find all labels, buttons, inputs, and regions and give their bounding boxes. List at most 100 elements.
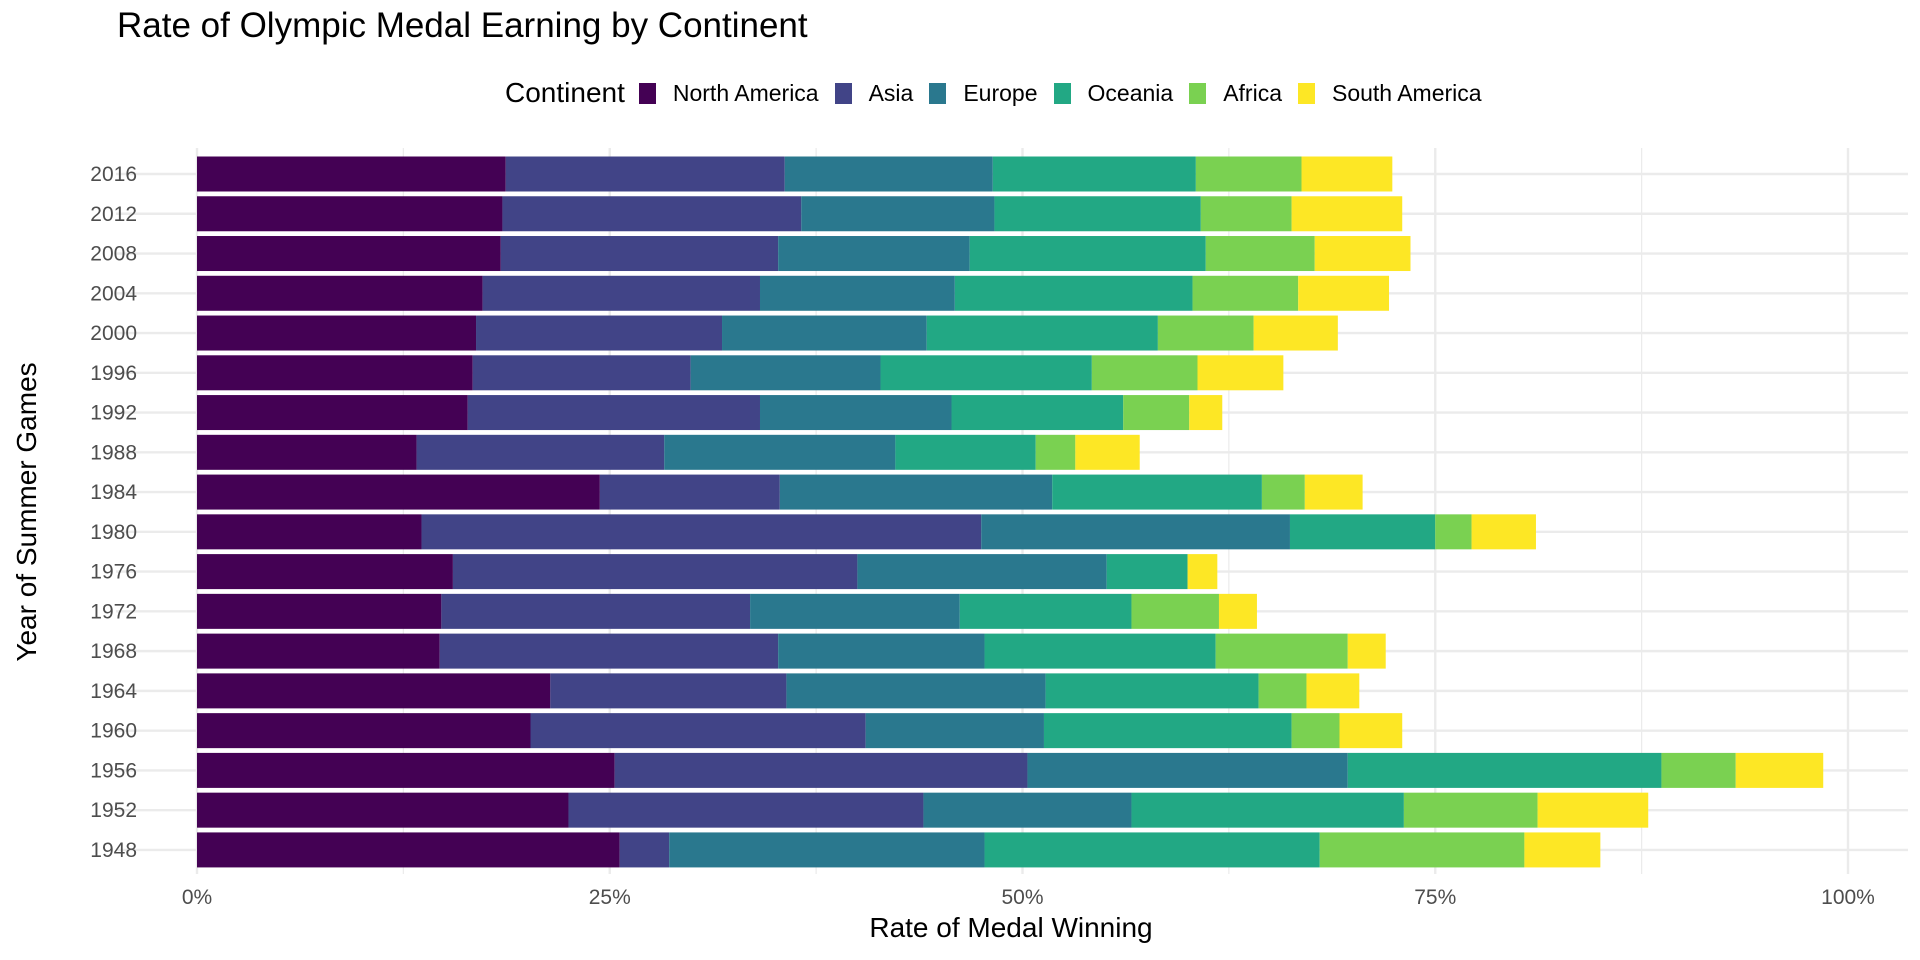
bar-group-1992: North America 1992: 16.4%Asia 1992: 17.7… bbox=[197, 395, 1223, 431]
bar-segment-south-america-2000: South America 2000: 5.1% bbox=[1253, 315, 1338, 351]
x-tick-label: 25% bbox=[589, 886, 631, 909]
legend-swatch bbox=[1189, 82, 1207, 104]
bar-segment-oceania-2008: Oceania 2008: 14.3% bbox=[969, 236, 1206, 272]
bar-segment-asia-1992: Asia 1992: 17.7% bbox=[467, 395, 760, 431]
bar-group-1980: North America 1980: 13.6%Asia 1980: 33.9… bbox=[197, 514, 1536, 550]
x-tick-label: 75% bbox=[1414, 886, 1456, 909]
bar-segment-africa-1952: Africa 1952: 8.1% bbox=[1403, 792, 1538, 828]
y-axis-title: Year of Summer Games bbox=[11, 362, 42, 661]
y-tick-label: 1956 bbox=[90, 759, 137, 782]
bar-segment-north-america-2000: North America 2000: 16.9% bbox=[197, 315, 477, 351]
bars: North America 2016: 18.7%Asia 2016: 16.9… bbox=[197, 156, 1824, 868]
bar-segment-africa-1980: Africa 1980: 2.2% bbox=[1435, 514, 1472, 550]
y-tick-label: 1964 bbox=[90, 680, 137, 703]
bar-segment-asia-2008: Asia 2008: 16.8% bbox=[500, 236, 779, 272]
bar-segment-asia-1948: Asia 1948: 3.0% bbox=[619, 832, 670, 868]
bar-segment-africa-1992: Africa 1992: 4.0% bbox=[1123, 395, 1190, 431]
x-axis-ticks: 0% 25% 50% 75% 100% bbox=[182, 886, 1875, 909]
bar-segment-asia-1952: Asia 1952: 21.5% bbox=[568, 792, 924, 828]
bar-segment-europe-2012: Europe 2012: 11.7% bbox=[801, 196, 995, 232]
bar-segment-asia-1984: Asia 1984: 10.9% bbox=[599, 474, 780, 510]
bar-segment-asia-2012: Asia 2012: 18.1% bbox=[502, 196, 802, 232]
legend-swatch bbox=[1053, 82, 1071, 104]
bar-segment-asia-1996: Asia 1996: 13.2% bbox=[472, 355, 691, 391]
bar-segment-europe-1984: Europe 1984: 16.5% bbox=[779, 474, 1053, 510]
x-tick-label: 100% bbox=[1821, 886, 1875, 909]
legend-items: North America Asia Europe Oceania Africa Sout… bbox=[638, 79, 1498, 107]
bar-segment-north-america-1972: North America 1972: 14.8% bbox=[197, 593, 442, 629]
legend-swatch bbox=[929, 82, 947, 104]
bar-group-1984: North America 1984: 24.4%Asia 1984: 10.9… bbox=[197, 474, 1363, 510]
x-tick-label: 50% bbox=[1001, 886, 1043, 909]
bar-segment-africa-2012: Africa 2012: 5.5% bbox=[1200, 196, 1292, 232]
bar-segment-europe-1968: Europe 1968: 12.5% bbox=[778, 633, 985, 669]
bar-segment-europe-1996: Europe 1996: 11.5% bbox=[690, 355, 881, 391]
bar-group-1996: North America 1996: 16.7%Asia 1996: 13.2… bbox=[197, 355, 1284, 391]
bar-segment-asia-1964: Asia 1964: 14.3% bbox=[550, 673, 787, 709]
y-tick-label: 2016 bbox=[90, 163, 137, 186]
bar-group-2004: North America 2004: 17.3%Asia 2004: 16.8… bbox=[197, 275, 1390, 311]
bar-group-1952: North America 1952: 22.5%Asia 1952: 21.5… bbox=[197, 792, 1649, 828]
legend-swatch bbox=[1297, 82, 1315, 104]
bar-segment-africa-1996: Africa 1996: 6.4% bbox=[1091, 355, 1198, 391]
bar-segment-europe-1976: Europe 1976: 15.1% bbox=[857, 554, 1107, 590]
bar-segment-oceania-1956: Oceania 1956: 19.0% bbox=[1347, 752, 1662, 788]
bar-segment-north-america-2016: North America 2016: 18.7% bbox=[197, 156, 506, 192]
legend-item-africa: Africa bbox=[1189, 80, 1282, 107]
y-tick-label: 1960 bbox=[90, 720, 137, 743]
bar-group-2008: North America 2008: 18.4%Asia 2008: 16.8… bbox=[197, 236, 1411, 272]
legend-swatch bbox=[834, 82, 852, 104]
x-axis-title: Rate of Medal Winning bbox=[869, 912, 1152, 943]
bar-segment-europe-2004: Europe 2004: 11.8% bbox=[759, 275, 955, 311]
bar-segment-north-america-1968: North America 1968: 14.7% bbox=[197, 633, 440, 669]
bar-segment-asia-2000: Asia 2000: 14.9% bbox=[476, 315, 723, 351]
legend-label: South America bbox=[1331, 79, 1482, 106]
y-tick-label: 1996 bbox=[90, 362, 137, 385]
y-tick-label: 1980 bbox=[90, 521, 137, 544]
bar-segment-north-america-1984: North America 1984: 24.4% bbox=[197, 474, 600, 510]
bar-segment-asia-1956: Asia 1956: 25.0% bbox=[614, 752, 1028, 788]
bar-segment-europe-2008: Europe 2008: 11.6% bbox=[778, 236, 970, 272]
legend-item-asia: Asia bbox=[834, 80, 913, 107]
legend: Continent North America Asia Europe Oceania… bbox=[505, 76, 1498, 110]
bar-segment-oceania-1992: Oceania 1992: 10.4% bbox=[951, 395, 1124, 431]
bar-segment-south-america-1980: South America 1980: 3.9% bbox=[1471, 514, 1536, 550]
bar-segment-south-america-1964: South America 1964: 3.2% bbox=[1306, 673, 1360, 709]
bar-segment-africa-2000: Africa 2000: 5.8% bbox=[1157, 315, 1254, 351]
y-tick-label: 2000 bbox=[90, 322, 137, 345]
legend-swatch bbox=[638, 82, 656, 104]
bar-segment-south-america-1960: South America 1960: 3.8% bbox=[1339, 713, 1403, 749]
y-tick-label: 1988 bbox=[90, 441, 137, 464]
bar-segment-europe-1992: Europe 1992: 11.6% bbox=[759, 395, 952, 431]
bar-group-1972: North America 1972: 14.8%Asia 1972: 18.7… bbox=[197, 593, 1257, 629]
y-tick-label: 2008 bbox=[90, 243, 137, 266]
bar-segment-europe-1964: Europe 1964: 15.7% bbox=[786, 673, 1046, 709]
bar-segment-south-america-2004: South America 2004: 5.5% bbox=[1298, 275, 1390, 311]
bar-segment-oceania-2004: Oceania 2004: 14.4% bbox=[954, 275, 1193, 311]
bar-segment-africa-1964: Africa 1964: 2.9% bbox=[1258, 673, 1307, 709]
bar-segment-south-america-1988: South America 1988: 3.9% bbox=[1075, 434, 1140, 470]
legend-label: Africa bbox=[1223, 79, 1282, 106]
bar-segment-europe-1956: Europe 1956: 19.4% bbox=[1027, 752, 1348, 788]
bar-segment-oceania-1984: Oceania 1984: 12.7% bbox=[1052, 474, 1262, 510]
bar-segment-europe-1980: Europe 1980: 18.7% bbox=[981, 514, 1290, 550]
bar-segment-oceania-1964: Oceania 1964: 12.9% bbox=[1045, 673, 1259, 709]
bar-segment-asia-1968: Asia 1968: 20.5% bbox=[439, 633, 779, 669]
bar-segment-south-america-1976: South America 1976: 1.8% bbox=[1187, 554, 1218, 590]
bar-segment-africa-1948: Africa 1948: 12.4% bbox=[1319, 832, 1525, 868]
bar-segment-south-america-2008: South America 2008: 5.8% bbox=[1314, 236, 1411, 272]
bar-segment-north-america-1948: North America 1948: 25.6% bbox=[197, 832, 620, 868]
bar-segment-europe-2000: Europe 2000: 12.4% bbox=[722, 315, 927, 351]
bar-group-1988: North America 1988: 13.3%Asia 1988: 15.0… bbox=[197, 434, 1140, 470]
y-tick-label: 1952 bbox=[90, 799, 137, 822]
legend-label: Oceania bbox=[1087, 79, 1174, 106]
bar-segment-africa-1988: Africa 1988: 2.4% bbox=[1035, 434, 1076, 470]
bar-segment-north-america-2012: North America 2012: 18.5% bbox=[197, 196, 503, 232]
legend-item-north-america: North America bbox=[638, 80, 819, 107]
bar-segment-europe-1948: Europe 1948: 19.1% bbox=[669, 832, 985, 868]
bar-segment-asia-2004: Asia 2004: 16.8% bbox=[482, 275, 760, 311]
bar-segment-oceania-1976: Oceania 1976: 4.9% bbox=[1106, 554, 1188, 590]
y-tick-label: 1968 bbox=[90, 640, 137, 663]
bar-segment-south-america-2012: South America 2012: 6.7% bbox=[1291, 196, 1403, 232]
bar-segment-north-america-1960: North America 1960: 20.2% bbox=[197, 713, 531, 749]
